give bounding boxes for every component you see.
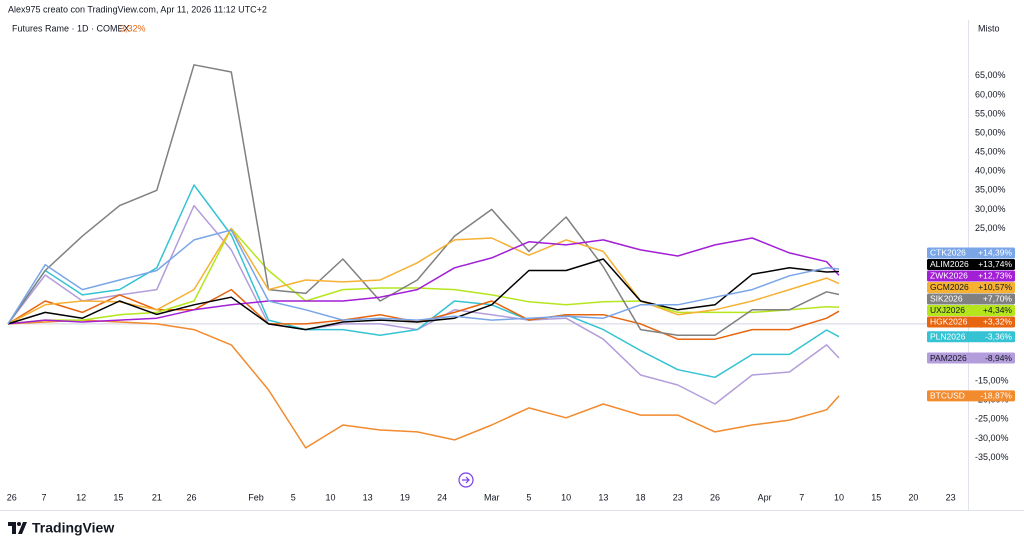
x-tick-label: 13: [598, 492, 608, 502]
x-tick-label: 7: [41, 492, 46, 502]
x-tick-label: 15: [871, 492, 881, 502]
price-tag-box: [927, 316, 1015, 328]
x-tick-label: 5: [526, 492, 531, 502]
x-tick-label: 23: [946, 492, 956, 502]
x-tick-label: 19: [400, 492, 410, 502]
logo-mark: [8, 522, 27, 534]
price-tag-box: [927, 247, 1015, 259]
x-tick-label: 10: [325, 492, 335, 502]
scale-mode[interactable]: Misto: [978, 23, 1000, 33]
y-tick-label: 30,00%: [975, 204, 1006, 214]
price-tag-value: +7,70%: [983, 294, 1013, 304]
x-tick-label: 15: [113, 492, 123, 502]
price-tag-value: +10,57%: [978, 282, 1012, 292]
series-line: [7, 319, 840, 449]
price-tag-value: +12,73%: [978, 271, 1012, 281]
price-tag-value: -3,36%: [985, 331, 1012, 341]
x-tick-label: Mar: [484, 492, 500, 502]
price-tag: UXJ2026 +4,34%: [927, 304, 1015, 316]
brand-logo[interactable]: TradingView: [8, 520, 114, 536]
x-tick-label: Apr: [758, 492, 772, 502]
price-tag-name: ALIM2026: [930, 259, 969, 269]
price-tag-name: CTK2026: [930, 248, 966, 258]
price-tag-box: [927, 352, 1015, 364]
x-tick-label: 21: [152, 492, 162, 502]
y-tick-label: -30,00%: [975, 433, 1009, 443]
price-tag: GCM2026 +10,57%: [927, 281, 1015, 293]
y-tick-label: 50,00%: [975, 127, 1006, 137]
x-tick-label: 5: [291, 492, 296, 502]
price-tag-name: ZWK2026: [930, 271, 968, 281]
price-tag: ZWK2026 +12,73%: [927, 270, 1015, 282]
x-tick-label: 12: [76, 492, 86, 502]
price-tag-value: +13,74%: [978, 259, 1012, 269]
y-tick-label: 55,00%: [975, 108, 1006, 118]
price-tag-box: [927, 281, 1015, 293]
y-tick-label: 40,00%: [975, 166, 1006, 176]
brand-name: TradingView: [32, 520, 114, 536]
price-tag-value: +14,39%: [978, 248, 1012, 258]
price-tag-name: HGK2026: [930, 317, 968, 327]
subtitle-change: 3,32%: [120, 23, 146, 33]
y-tick-label: 45,00%: [975, 147, 1006, 157]
price-tag-name: BTCUSD: [930, 391, 965, 401]
price-tag-name: PLN2026: [930, 331, 966, 341]
y-tick-label: 65,00%: [975, 70, 1006, 80]
x-tick-label: Feb: [248, 492, 264, 502]
price-tag: SIK2026 +7,70%: [927, 293, 1015, 305]
price-tag-name: UXJ2026: [930, 305, 965, 315]
price-tag-box: [927, 258, 1015, 270]
price-tag-box: [927, 293, 1015, 305]
x-tick-label: 26: [187, 492, 197, 502]
y-tick-label: 60,00%: [975, 89, 1006, 99]
price-tag-value: -18,87%: [980, 391, 1012, 401]
x-tick-label: 23: [673, 492, 683, 502]
price-tag-box: [927, 331, 1015, 343]
price-tag: PLN2026 -3,36%: [927, 331, 1015, 343]
series-line: [7, 237, 840, 325]
series-line: [7, 184, 840, 379]
goto-arrow: [462, 476, 470, 484]
x-tick-label: 10: [561, 492, 571, 502]
x-tick-label: 24: [437, 492, 447, 502]
price-tag-value: +3,32%: [983, 317, 1013, 327]
chart-title: Alex975 creato con TradingView.com, Apr …: [8, 4, 267, 14]
y-tick-label: 25,00%: [975, 223, 1006, 233]
price-tag-value: +4,34%: [983, 305, 1013, 315]
y-tick-label: -25,00%: [975, 414, 1009, 424]
price-tag: ALIM2026 +13,74%: [927, 258, 1015, 270]
series-line: [7, 64, 840, 337]
price-tag: BTCUSD -18,87%: [927, 390, 1015, 402]
price-tag-name: SIK2026: [930, 294, 963, 304]
series-line: [7, 258, 840, 331]
x-tick-label: 20: [908, 492, 918, 502]
price-tag: PAM2026 -8,94%: [927, 352, 1015, 364]
x-tick-label: 13: [363, 492, 373, 502]
x-tick-label: 18: [636, 492, 646, 502]
x-tick-label: 10: [834, 492, 844, 502]
series-line: [7, 227, 840, 325]
y-tick-label: 35,00%: [975, 185, 1006, 195]
logo-dot: [17, 522, 21, 526]
price-tag-box: [927, 270, 1015, 282]
goto-button[interactable]: [458, 472, 474, 488]
x-tick-label: 7: [799, 492, 804, 502]
series-line: [7, 229, 840, 325]
price-tag-box: [927, 390, 1015, 402]
x-tick-label: 26: [710, 492, 720, 502]
price-tag-name: GCM2026: [930, 282, 969, 292]
y-tick-label: -35,00%: [975, 452, 1009, 462]
price-tag: CTK2026 +14,39%: [927, 247, 1015, 259]
x-tick-label: 26: [7, 492, 17, 502]
y-tick-label: -15,00%: [975, 376, 1009, 386]
price-tag-name: PAM2026: [930, 353, 967, 363]
price-tag-box: [927, 304, 1015, 316]
series-line: [7, 288, 840, 340]
chart-subtitle: Futures Rame · 1D · COMEX: [12, 23, 130, 33]
price-tag-value: -8,94%: [985, 353, 1012, 363]
price-tag: HGK2026 +3,32%: [927, 316, 1015, 328]
